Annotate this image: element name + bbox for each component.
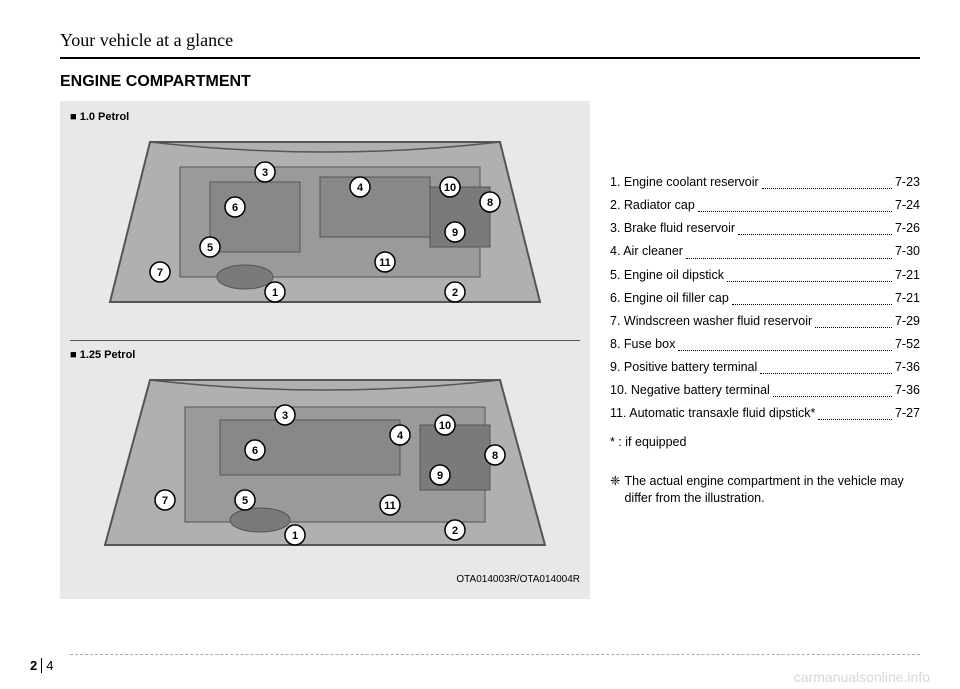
callout-number: 6 bbox=[252, 445, 258, 457]
watermark: carmanualsonline.info bbox=[794, 669, 930, 685]
legend-row: 10. Negative battery terminal 7-36 bbox=[610, 379, 920, 402]
note-symbol: ❈ bbox=[610, 473, 620, 508]
legend-page: 7-26 bbox=[895, 217, 920, 240]
callout-number: 11 bbox=[384, 500, 396, 512]
legend-page: 7-24 bbox=[895, 194, 920, 217]
callout-number: 9 bbox=[437, 470, 443, 482]
callout-number: 1 bbox=[272, 287, 278, 299]
legend-row: 7. Windscreen washer fluid reservoir 7-2… bbox=[610, 310, 920, 333]
legend-label: 6. Engine oil filler cap bbox=[610, 287, 729, 310]
legend-label: 2. Radiator cap bbox=[610, 194, 695, 217]
page-number-value: 4 bbox=[46, 658, 53, 673]
legend-dots bbox=[762, 171, 892, 189]
legend-row: 11. Automatic transaxle fluid dipstick* … bbox=[610, 402, 920, 425]
legend-label: 1. Engine coolant reservoir bbox=[610, 171, 759, 194]
legend-label: 8. Fuse box bbox=[610, 333, 675, 356]
legend-page: 7-23 bbox=[895, 171, 920, 194]
figure-code: OTA014003R/OTA014004R bbox=[70, 574, 580, 585]
note-text: The actual engine compartment in the veh… bbox=[624, 473, 920, 508]
legend-page: 7-36 bbox=[895, 356, 920, 379]
chapter-number: 2 bbox=[30, 658, 42, 673]
callout-number: 11 bbox=[379, 257, 391, 269]
footnote: * : if equipped bbox=[610, 431, 920, 454]
callout-number: 10 bbox=[439, 420, 451, 432]
legend-page: 7-30 bbox=[895, 240, 920, 263]
legend-row: 3. Brake fluid reservoir 7-26 bbox=[610, 217, 920, 240]
legend-dots bbox=[815, 310, 892, 328]
legend-row: 6. Engine oil filler cap 7-21 bbox=[610, 287, 920, 310]
callout-number: 2 bbox=[452, 287, 458, 299]
legend-dots bbox=[773, 379, 892, 397]
page-number: 24 bbox=[30, 658, 53, 673]
callout-number: 8 bbox=[492, 450, 498, 462]
engine-figure-a: ■ 1.0 Petrol 3 6 5 7 1 4 11 2 10 8 9 bbox=[70, 111, 580, 332]
legend-row: 8. Fuse box 7-52 bbox=[610, 333, 920, 356]
callout-number: 3 bbox=[282, 410, 288, 422]
section-title: ENGINE COMPARTMENT bbox=[60, 73, 920, 91]
legend-dots bbox=[738, 217, 892, 235]
figure-separator bbox=[70, 340, 580, 341]
header-title: Your vehicle at a glance bbox=[60, 30, 920, 57]
legend-row: 2. Radiator cap 7-24 bbox=[610, 194, 920, 217]
legend-row: 9. Positive battery terminal 7-36 bbox=[610, 356, 920, 379]
legend-label: 11. Automatic transaxle fluid dipstick* bbox=[610, 402, 815, 425]
legend-label: 5. Engine oil dipstick bbox=[610, 264, 724, 287]
callout-number: 2 bbox=[452, 525, 458, 537]
header-rule bbox=[60, 57, 920, 59]
legend-dots bbox=[678, 333, 892, 351]
engine-svg-b: 3 6 5 7 1 4 11 2 10 8 9 bbox=[70, 365, 580, 565]
callout-number: 5 bbox=[207, 242, 213, 254]
callout-number: 4 bbox=[357, 182, 364, 194]
legend-dots bbox=[698, 194, 892, 212]
legend-row: 5. Engine oil dipstick 7-21 bbox=[610, 264, 920, 287]
legend-page: 7-36 bbox=[895, 379, 920, 402]
callout-number: 8 bbox=[487, 197, 493, 209]
callout-number: 6 bbox=[232, 202, 238, 214]
callout-number: 7 bbox=[157, 267, 163, 279]
page-dotted-rule bbox=[70, 654, 920, 655]
callout-number: 10 bbox=[444, 182, 456, 194]
callout-number: 1 bbox=[292, 530, 298, 542]
legend-page: 7-52 bbox=[895, 333, 920, 356]
legend-panel: 1. Engine coolant reservoir 7-232. Radia… bbox=[610, 101, 920, 599]
legend-dots bbox=[727, 264, 892, 282]
callout-number: 4 bbox=[397, 430, 404, 442]
legend-label: 4. Air cleaner bbox=[610, 240, 683, 263]
figures-panel: ■ 1.0 Petrol 3 6 5 7 1 4 11 2 10 8 9 ■ 1.25 Petrol bbox=[60, 101, 590, 599]
engine-label-a: ■ 1.0 Petrol bbox=[70, 111, 580, 123]
engine-svg-a: 3 6 5 7 1 4 11 2 10 8 9 bbox=[70, 127, 580, 327]
legend-dots bbox=[818, 402, 892, 420]
callout-number: 9 bbox=[452, 227, 458, 239]
note: ❈ The actual engine compartment in the v… bbox=[610, 473, 920, 508]
callout-number: 5 bbox=[242, 495, 248, 507]
legend-label: 10. Negative battery terminal bbox=[610, 379, 770, 402]
legend-label: 9. Positive battery terminal bbox=[610, 356, 757, 379]
legend-label: 3. Brake fluid reservoir bbox=[610, 217, 735, 240]
legend-dots bbox=[686, 240, 892, 258]
legend-page: 7-21 bbox=[895, 287, 920, 310]
legend-label: 7. Windscreen washer fluid reservoir bbox=[610, 310, 812, 333]
legend-page: 7-27 bbox=[895, 402, 920, 425]
legend-row: 4. Air cleaner 7-30 bbox=[610, 240, 920, 263]
legend-row: 1. Engine coolant reservoir 7-23 bbox=[610, 171, 920, 194]
legend-dots bbox=[760, 356, 892, 374]
legend-page: 7-21 bbox=[895, 264, 920, 287]
legend-page: 7-29 bbox=[895, 310, 920, 333]
legend-dots bbox=[732, 287, 892, 305]
callout-number: 3 bbox=[262, 167, 268, 179]
callout-number: 7 bbox=[162, 495, 168, 507]
engine-label-b: ■ 1.25 Petrol bbox=[70, 349, 580, 361]
engine-figure-b: ■ 1.25 Petrol 3 6 5 7 1 4 11 2 10 8 9 OTA014003R/O… bbox=[70, 349, 580, 585]
